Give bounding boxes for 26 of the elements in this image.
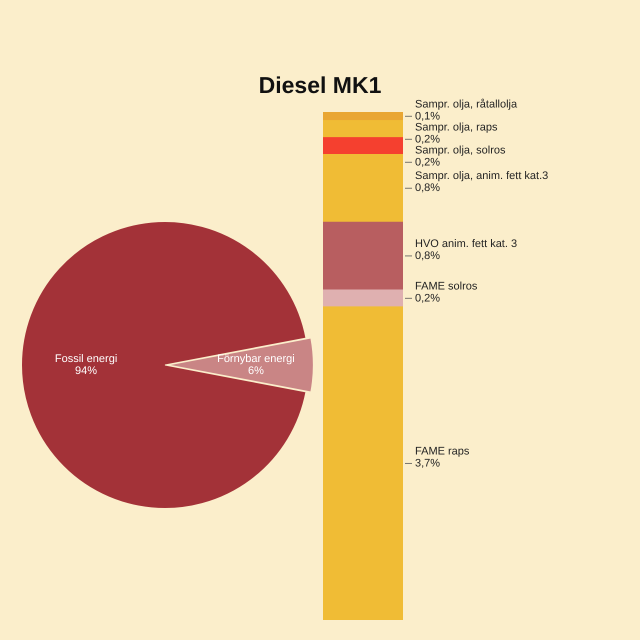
data-label: 0,8% (415, 250, 440, 262)
series-label: Sampr. olja, anim. fett kat.3 (415, 170, 548, 182)
series-label: Sampr. olja, råtallolja (415, 98, 518, 110)
bar (323, 222, 403, 290)
data-label: 3,7% (415, 457, 440, 470)
bar (323, 112, 403, 121)
bar (323, 154, 403, 222)
bar (323, 289, 403, 308)
series-label: Sampr. olja, solros (415, 144, 506, 156)
series-label: HVO anim. fett kat. 3 (415, 238, 518, 250)
slice-label: Förnybar energi (217, 353, 295, 366)
bar (323, 306, 403, 620)
data-label: 0,2% (415, 292, 440, 304)
data-label: 0,1% (415, 110, 440, 122)
series-label: FAME solros (415, 280, 478, 292)
data-label: 94% (75, 365, 98, 378)
series-label: FAME raps (415, 445, 470, 458)
bar (323, 137, 403, 155)
series-label: Sampr. olja, raps (415, 121, 498, 134)
chart-title: Diesel MK1 (258, 72, 382, 99)
data-label: 0,2% (415, 156, 440, 168)
bar (323, 120, 403, 138)
slice-label: Fossil energi (54, 353, 118, 366)
data-label: 6% (248, 365, 264, 378)
data-label: 0,8% (415, 182, 440, 194)
data-label: 0,2% (415, 133, 440, 146)
